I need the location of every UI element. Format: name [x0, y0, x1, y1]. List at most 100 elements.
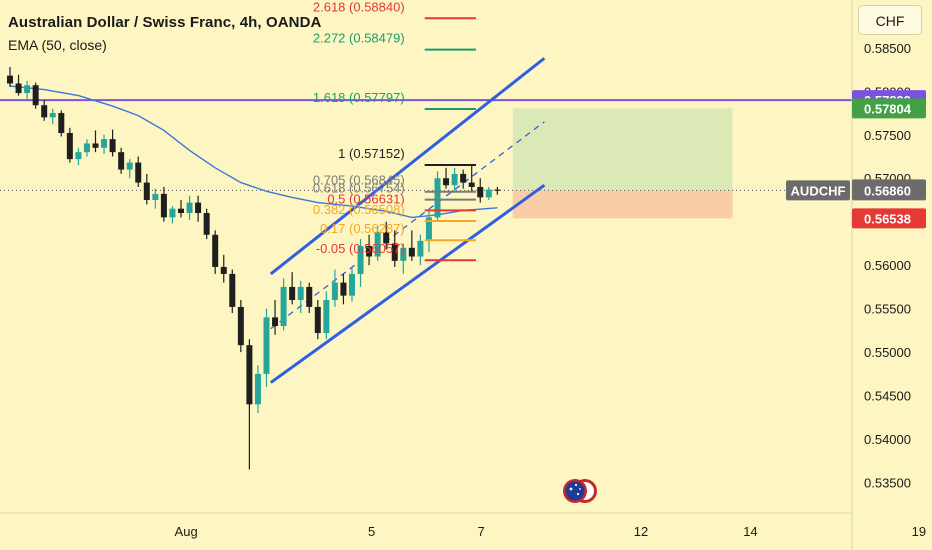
candle: [32, 82, 39, 109]
candle: [408, 230, 415, 261]
candle-body: [451, 173, 458, 186]
ema-line: [9, 85, 498, 219]
candle-body: [357, 246, 364, 274]
candle: [135, 156, 142, 187]
candle: [417, 234, 424, 266]
candle-body: [340, 282, 347, 296]
currency-button[interactable]: CHF: [858, 5, 922, 35]
candle-body: [400, 247, 407, 261]
candle-body: [425, 217, 432, 241]
fib-level: 0.705 (0.56845): [313, 173, 476, 193]
candle: [203, 208, 210, 240]
candle: [169, 206, 176, 224]
candle-body: [272, 317, 279, 327]
candle-body: [443, 178, 450, 186]
candle-body: [237, 306, 244, 346]
fib-level-label: 0.618 (0.56754): [313, 181, 405, 196]
candle-body: [75, 152, 82, 160]
time-tick-label: 12: [634, 524, 648, 539]
candle: [220, 254, 227, 283]
price-tick-label: 0.58500: [864, 41, 911, 56]
candle: [297, 280, 304, 314]
fib-level: -0.05 (0.56057): [316, 241, 476, 262]
candle: [254, 365, 261, 414]
candle: [83, 139, 90, 157]
candle: [143, 173, 150, 205]
price-label-box: [852, 98, 926, 119]
price-label-text: 0.57804: [864, 101, 912, 116]
target-zone: [512, 108, 733, 191]
candle-body: [383, 232, 390, 244]
candle-body: [212, 234, 219, 267]
candle: [485, 186, 492, 200]
candle: [237, 299, 244, 353]
fib-level-label: 0.17 (0.56287): [320, 221, 405, 236]
fib-level: 2.272 (0.58479): [313, 31, 476, 51]
candle: [15, 74, 22, 96]
candle-body: [83, 143, 90, 153]
price-label: 0.57804: [852, 98, 926, 119]
price-tick-label: 0.57500: [864, 128, 911, 143]
candle: [152, 188, 159, 209]
candle: [400, 243, 407, 274]
candle-body: [263, 317, 270, 374]
candle-body: [92, 143, 99, 148]
candle: [340, 273, 347, 305]
time-tick-label: Aug: [175, 524, 198, 539]
candle: [323, 291, 330, 340]
candle-body: [434, 178, 441, 218]
channel-median: [270, 121, 545, 330]
price-tick-label: 0.53500: [864, 476, 911, 491]
candle: [49, 108, 56, 125]
candle-body: [41, 105, 48, 118]
price-label-box: [852, 208, 926, 229]
candle: [366, 234, 373, 266]
price-tick-label: 0.56000: [864, 258, 911, 273]
channel-lower: [269, 183, 546, 384]
time-tick-label: 7: [477, 524, 484, 539]
candle-body: [58, 113, 65, 134]
candle: [229, 269, 236, 314]
fib-level-label: 1.618 (0.57797): [313, 90, 405, 105]
fib-level-label: 2.272 (0.58479): [313, 31, 405, 46]
candle-body: [408, 247, 415, 257]
candle-body: [477, 186, 484, 198]
position-zones: [512, 108, 733, 219]
candle: [391, 230, 398, 267]
australia-flag-icon: [563, 479, 597, 503]
candle: [383, 221, 390, 250]
candle-body: [178, 208, 184, 214]
time-tick-label: 14: [743, 524, 757, 539]
candle-body: [220, 266, 227, 274]
candle: [434, 171, 441, 222]
candle-body: [143, 182, 150, 200]
candle: [331, 269, 338, 307]
price-label-text: 0.56860: [864, 183, 911, 198]
candle-body: [66, 133, 73, 160]
candle: [460, 169, 467, 189]
candle: [66, 127, 73, 163]
price-tick-label: 0.54500: [864, 389, 911, 404]
candle: [349, 266, 355, 302]
fibonacci-extension[interactable]: 2.618 (0.58840) 2.272 (0.58479) 1.618 (0.5…: [313, 0, 476, 262]
fib-level: 2.618 (0.58840): [313, 0, 476, 20]
candle-body: [160, 193, 167, 218]
candle-body: [118, 152, 125, 170]
candle-body: [7, 75, 13, 84]
price-tick-label: 0.55500: [864, 302, 911, 317]
price-label-text: 0.56538: [864, 211, 911, 226]
candle-body: [374, 232, 381, 257]
candle: [118, 147, 125, 174]
candle: [186, 195, 193, 220]
candle: [451, 167, 458, 192]
candle-body: [254, 373, 261, 405]
price-axis-panel: [852, 0, 932, 550]
candle: [7, 66, 13, 87]
fib-level-label: 2.618 (0.58840): [313, 0, 405, 14]
channel-upper: [269, 57, 546, 276]
fib-level-label: 0.382 (0.56508): [313, 202, 405, 217]
fib-level: 0.382 (0.56508): [313, 202, 476, 223]
fib-level-label: -0.05 (0.56057): [316, 241, 405, 256]
